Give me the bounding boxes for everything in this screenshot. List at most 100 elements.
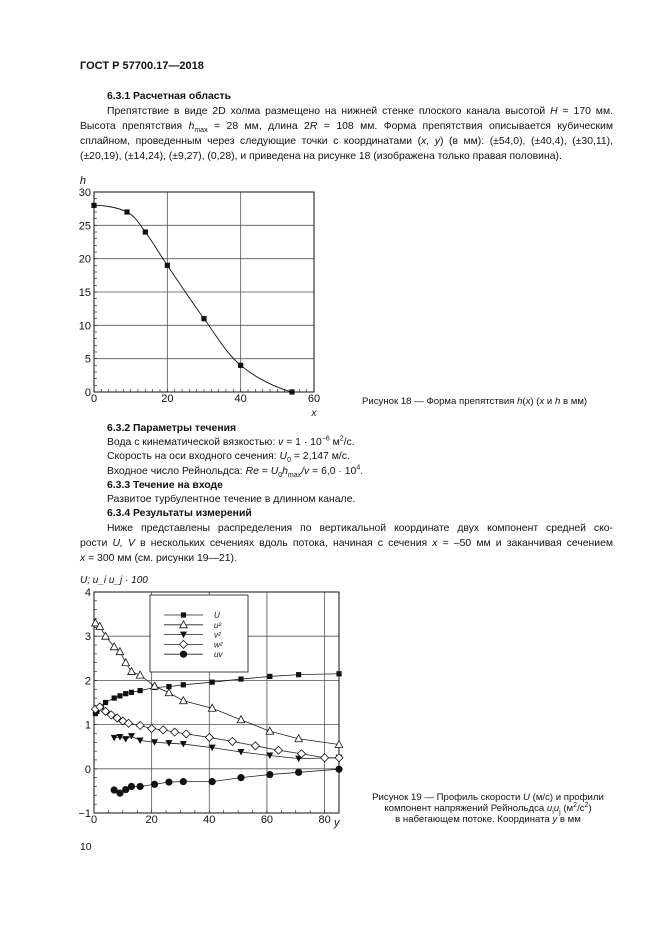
circle-marker bbox=[165, 778, 173, 786]
paragraph-line: Развитое турбулентное течение в длинном … bbox=[107, 493, 613, 507]
paragraph-line: Скорость на оси входного сечения: U0 = 2… bbox=[107, 450, 613, 464]
text-segment: Высота препятствия bbox=[80, 121, 189, 132]
text-segment: j bbox=[559, 808, 561, 816]
series-line bbox=[95, 706, 339, 759]
triangle-down-marker bbox=[165, 740, 173, 747]
legend-label: w² bbox=[214, 640, 223, 649]
figure-18-caption: Рисунок 18 — Форма препятствия h(x) (x и… bbox=[362, 396, 587, 407]
text-segment: R bbox=[309, 121, 318, 132]
text-segment: Re bbox=[245, 466, 259, 477]
text-segment: Развитое турбулентное течение в длинном … bbox=[107, 494, 356, 505]
y-tick-label: −1 bbox=[78, 808, 91, 820]
text-segment: (м bbox=[560, 803, 574, 814]
x-axis-label: y bbox=[333, 817, 341, 829]
triangle-up-marker bbox=[150, 681, 160, 690]
text-segment: ( bbox=[522, 396, 526, 407]
square-marker bbox=[123, 691, 129, 697]
x-tick-label: 0 bbox=[91, 814, 97, 826]
text-segment: max bbox=[287, 472, 302, 480]
circle-marker bbox=[122, 785, 130, 794]
text-segment: в мм bbox=[557, 814, 581, 825]
paragraph-line: x = 300 мм (см. рисунки 19—21). bbox=[80, 552, 613, 566]
diamond-marker bbox=[95, 702, 105, 712]
text-segment: = –50 мм и заканчивая сечением bbox=[437, 538, 614, 549]
text-segment: 2 bbox=[339, 435, 344, 443]
diamond-marker bbox=[112, 713, 122, 723]
triangle-up-marker bbox=[121, 657, 131, 667]
diamond-marker bbox=[296, 749, 307, 759]
text-segment: max bbox=[194, 127, 208, 135]
text-segment: Рисунок 19 — Профиль скорости bbox=[372, 792, 524, 803]
section-title-6-3-4: 6.3.4 Результаты измерений bbox=[107, 508, 252, 519]
paragraph-line: сплайном, проведенным через следующие то… bbox=[80, 135, 613, 149]
text-segment: U bbox=[523, 792, 530, 803]
text-segment: h bbox=[188, 121, 195, 132]
triangle-up-marker bbox=[164, 687, 174, 697]
text-segment: (±20,19), (±14,24), (±9,27), (0,28), и п… bbox=[80, 151, 562, 162]
text-segment: v bbox=[278, 437, 284, 448]
circle-marker bbox=[150, 780, 159, 788]
triangle-down-marker bbox=[151, 739, 159, 746]
text-segment: в нескольких сечениях вдоль потока, начи… bbox=[134, 538, 433, 549]
x-tick-label: 40 bbox=[203, 814, 215, 826]
square-marker bbox=[209, 679, 215, 685]
spline-curve bbox=[93, 204, 293, 393]
text-segment: U bbox=[270, 466, 279, 477]
text-segment: Рисунок 18 — Форма препятствия bbox=[362, 396, 518, 407]
text-segment: h bbox=[282, 466, 288, 477]
series-line bbox=[95, 622, 340, 745]
y-tick-label: 5 bbox=[85, 354, 91, 366]
triangle-down-marker bbox=[116, 733, 124, 741]
text-segment: 2 bbox=[573, 801, 578, 809]
text-segment: рости bbox=[80, 538, 113, 549]
legend-label: u² bbox=[214, 621, 221, 630]
y-tick-label: 0 bbox=[85, 387, 91, 399]
text-segment: ) bbox=[588, 803, 592, 814]
text-segment: x bbox=[80, 553, 86, 564]
text-segment: 4 bbox=[356, 464, 361, 472]
text-segment: Входное число Рейнольдса: bbox=[107, 466, 246, 477]
y-tick-label: 4 bbox=[85, 587, 91, 599]
text-segment: x bbox=[539, 396, 545, 407]
triangle-down-marker bbox=[237, 749, 245, 756]
text-segment: ) ( bbox=[530, 396, 540, 407]
x-tick-label: 20 bbox=[161, 393, 173, 405]
diamond-marker bbox=[204, 732, 214, 742]
square-marker bbox=[296, 672, 302, 678]
figure-19-caption: Рисунок 19 — Профиль скорости U (м/с) и … bbox=[372, 792, 604, 825]
triangle-down-marker bbox=[208, 744, 216, 752]
text-segment: h bbox=[554, 396, 561, 407]
text-segment: u bbox=[546, 803, 553, 814]
y-axis-label: h bbox=[80, 175, 86, 187]
square-marker bbox=[201, 316, 207, 322]
triangle-down-marker bbox=[122, 736, 130, 743]
triangle-up-marker bbox=[135, 670, 145, 679]
text-segment: сплайном, проведенным через следующие то… bbox=[80, 136, 422, 147]
text-segment: v bbox=[304, 466, 310, 477]
text-segment: 0 bbox=[278, 472, 283, 480]
series-line bbox=[113, 768, 340, 794]
triangle-up-marker bbox=[265, 726, 275, 735]
section-title-6-3-2: 6.3.2 Параметры течения bbox=[107, 423, 237, 434]
diamond-marker bbox=[100, 706, 111, 716]
circle-marker bbox=[208, 778, 216, 786]
document-header: ГОСТ Р 57700.17—2018 bbox=[80, 60, 204, 72]
circle-marker bbox=[116, 789, 124, 797]
text-segment: = 6,0 · 10 bbox=[309, 466, 357, 477]
square-marker bbox=[238, 362, 244, 368]
square-marker bbox=[102, 699, 109, 706]
circle-marker bbox=[237, 774, 245, 782]
text-segment: /с bbox=[577, 803, 585, 814]
legend-box bbox=[149, 594, 249, 673]
triangle-up-marker bbox=[294, 733, 304, 743]
x-tick-label: 20 bbox=[146, 814, 158, 826]
triangle-up-marker bbox=[101, 631, 111, 640]
y-tick-label: 1 bbox=[85, 720, 91, 732]
text-segment: . bbox=[360, 466, 364, 477]
triangle-up-marker bbox=[109, 641, 119, 651]
square-marker bbox=[336, 671, 342, 677]
diamond-marker bbox=[320, 753, 330, 763]
text-segment: U, V bbox=[112, 538, 135, 549]
text-segment: H bbox=[550, 106, 558, 117]
